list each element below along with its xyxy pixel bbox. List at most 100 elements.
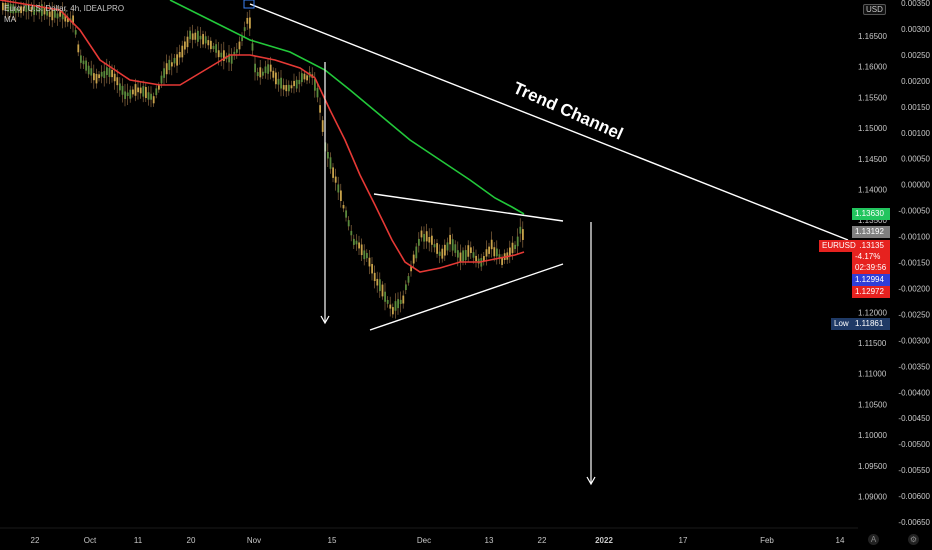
candle-body [41,4,43,16]
candle-body [12,4,15,14]
candle-body [173,57,176,64]
auto-scale-button[interactable]: A [868,534,879,545]
candle-body [230,55,233,64]
candle-body [228,53,230,63]
candle-body [67,17,69,23]
candle-body [77,44,80,53]
candle-body [441,248,444,259]
secondary-tick-label: 0.00250 [901,51,930,60]
triangle-upper-line [373,193,564,222]
candle-body [384,291,386,302]
candle-body [93,73,95,81]
candle-body [314,79,316,91]
candle-body [389,304,392,309]
candle-body [407,276,410,283]
candle-body [282,85,285,90]
candle-body [347,220,350,227]
candle-body [4,3,7,11]
candle-body [376,278,379,286]
candle-body [204,36,207,44]
price-tag: 1.12994 [852,274,890,286]
candle-body [111,69,113,78]
candle-body [477,258,480,264]
candle-body [165,63,168,75]
candle-body [181,45,184,58]
candle-body [38,8,41,13]
settings-icon[interactable]: ⚙ [908,534,919,545]
candle-body [124,91,126,99]
price-tag: 1.13135 [852,240,890,252]
candle-body [246,17,249,24]
candle-body [457,250,459,258]
candle-body [410,266,412,272]
price-tick-label: 1.14500 [858,155,887,164]
candle-body [431,235,433,245]
price-tag: 1.13630 [852,208,890,220]
candle-body [519,226,522,234]
time-tick-label: 17 [679,536,688,545]
candle-body [95,73,98,84]
candle-body [137,87,139,93]
candle-body [238,41,241,50]
candle-body [259,67,262,78]
secondary-axis: 0.00350 0.00300 0.00250 0.00200 0.00150 0.001… [898,0,930,527]
time-tick-label: 2022 [595,536,613,545]
time-tick-label: Feb [760,536,774,545]
chart-legend: Euro / U.S. Dollar, 4h, IDEALPRO MA [4,3,124,25]
candle-body [514,244,516,250]
candle-body [28,4,30,11]
price-tick-label: 1.14000 [858,186,887,195]
candle-body [483,256,485,262]
candle-body [423,234,425,242]
time-tick-label: 15 [328,536,337,545]
candle-body [358,242,360,249]
secondary-tick-label: 0.00050 [901,155,930,164]
candle-body [438,251,441,256]
price-tick-label: 1.16500 [858,32,887,41]
candle-body [191,33,194,40]
currency-button[interactable]: USD [863,4,886,15]
candle-body [142,86,145,97]
candle-body [129,89,132,99]
candle-body [116,77,119,86]
candle-body [459,252,462,263]
candle-body [402,295,405,304]
candle-body [15,8,17,13]
secondary-tick-label: -0.00600 [898,492,930,501]
candle-body [30,6,33,12]
candle-body [98,74,100,79]
candle-body [472,252,475,258]
price-tick-label: 1.13500 [858,216,887,225]
price-tick-label: 1.15500 [858,93,887,102]
candle-body [498,254,501,260]
secondary-tick-label: 0.00100 [901,129,930,138]
secondary-tick-label: -0.00500 [898,440,930,449]
secondary-tick-label: 0.00150 [901,103,930,112]
candle-body [119,83,121,91]
candle-body [48,11,51,17]
down-arrow-1-head [320,315,330,325]
candle-body [90,68,93,76]
time-tick-label: 11 [134,536,143,545]
candle-body [72,15,74,25]
candle-body [100,71,103,77]
candle-body [436,243,438,254]
candle-body [155,88,158,96]
price-tag: 1.11861 [852,318,890,330]
candle-body [301,73,303,83]
candle-body [176,54,178,66]
candle-body [334,176,337,183]
price-tick-label: 1.15000 [858,124,887,133]
candle-body [22,6,25,12]
time-tick-label: Oct [84,536,97,545]
candle-body [43,7,46,15]
green-moving-average-line [169,0,525,215]
candle-body [405,284,407,291]
candle-body [381,284,384,297]
candle-body [82,60,85,65]
price-tick-label: 1.12000 [858,308,887,317]
candle-body [233,51,236,55]
secondary-tick-label: -0.00250 [898,310,930,319]
candle-body [264,66,267,74]
